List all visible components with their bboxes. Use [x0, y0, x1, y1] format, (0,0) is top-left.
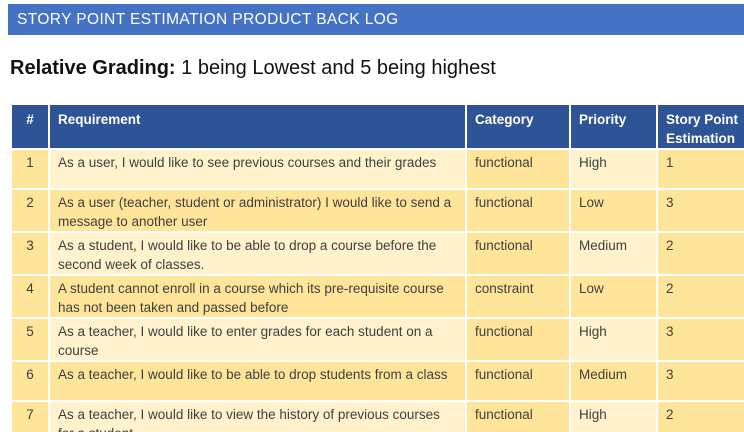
priority-cell: Low	[569, 274, 658, 319]
requirement-cell: As a teacher, I would like to view the h…	[48, 400, 467, 432]
priority-cell: Medium	[569, 231, 658, 276]
requirement-cell: As a user (teacher, student or administr…	[48, 188, 467, 233]
column-header-story-point: Story Point Estimation	[656, 103, 744, 150]
page-title: STORY POINT ESTIMATION PRODUCT BACK LOG	[17, 10, 399, 28]
column-header-number: #	[10, 103, 50, 150]
row-number-cell: 4	[10, 274, 50, 319]
table-row: 6 As a teacher, I would like to be able t…	[10, 360, 744, 402]
category-cell: constraint	[465, 274, 571, 319]
row-number-cell: 3	[10, 231, 50, 276]
category-cell: functional	[465, 188, 571, 233]
story-point-cell: 1	[656, 148, 744, 190]
story-point-cell: 3	[656, 188, 744, 233]
column-header-category: Category	[465, 103, 571, 150]
requirement-cell: As a teacher, I would like to enter grad…	[48, 317, 467, 362]
priority-cell: High	[569, 317, 658, 362]
category-cell: functional	[465, 400, 571, 432]
column-header-priority: Priority	[569, 103, 658, 150]
category-cell: functional	[465, 148, 571, 190]
story-point-cell: 2	[656, 400, 744, 432]
row-number-cell: 1	[10, 148, 50, 190]
column-header-requirement: Requirement	[48, 103, 467, 150]
backlog-table: # Requirement Category Priority Story Po…	[10, 103, 744, 432]
story-point-cell: 2	[656, 231, 744, 276]
row-number-cell: 7	[10, 400, 50, 432]
requirement-cell: A student cannot enroll in a course whic…	[48, 274, 467, 319]
story-point-cell: 3	[656, 360, 744, 402]
row-number-cell: 5	[10, 317, 50, 362]
category-cell: functional	[465, 317, 571, 362]
table-row: 1 As a user, I would like to see previous…	[10, 148, 744, 190]
priority-cell: High	[569, 148, 658, 190]
story-point-cell: 2	[656, 274, 744, 319]
grading-note-label: Relative Grading:	[10, 57, 176, 79]
row-number-cell: 2	[10, 188, 50, 233]
document-title-bar: STORY POINT ESTIMATION PRODUCT BACK LOG	[8, 4, 744, 35]
table-header-row: # Requirement Category Priority Story Po…	[10, 103, 744, 150]
requirement-cell: As a teacher, I would like to be able to…	[48, 360, 467, 402]
row-number-cell: 6	[10, 360, 50, 402]
grading-note-text: 1 being Lowest and 5 being highest	[175, 57, 496, 79]
table-row: 7 As a teacher, I would like to view the …	[10, 400, 744, 432]
backlog-table-container: # Requirement Category Priority Story Po…	[10, 103, 744, 432]
category-cell: functional	[465, 360, 571, 402]
table-row: 2 As a user (teacher, student or administ…	[10, 188, 744, 233]
table-row: 3 As a student, I would like to be able t…	[10, 231, 744, 276]
priority-cell: Medium	[569, 360, 658, 402]
grading-note: Relative Grading: 1 being Lowest and 5 b…	[10, 57, 496, 80]
table-row: 5 As a teacher, I would like to enter gra…	[10, 317, 744, 362]
priority-cell: High	[569, 400, 658, 432]
story-point-cell: 3	[656, 317, 744, 362]
requirement-cell: As a user, I would like to see previous …	[48, 148, 467, 190]
requirement-cell: As a student, I would like to be able to…	[48, 231, 467, 276]
priority-cell: Low	[569, 188, 658, 233]
category-cell: functional	[465, 231, 571, 276]
